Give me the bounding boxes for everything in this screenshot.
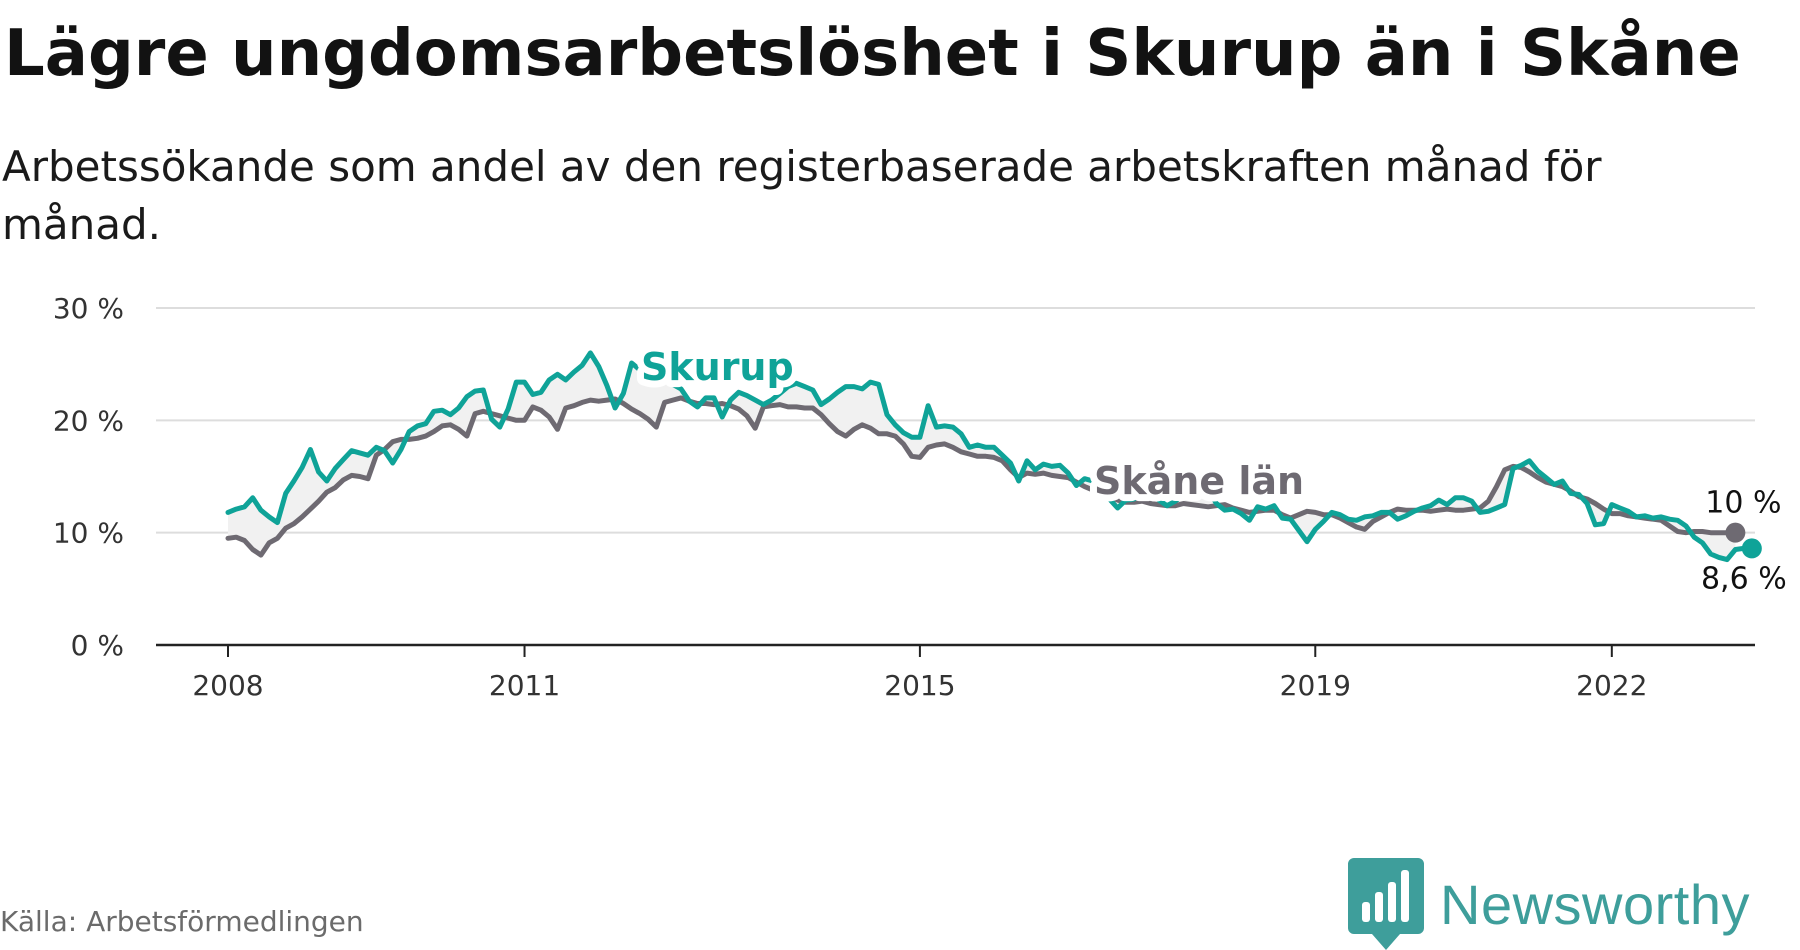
skane-end-label: 10 % bbox=[1705, 486, 1781, 521]
x-tick-label: 2008 bbox=[192, 669, 263, 702]
bar-chart-logo-icon bbox=[1348, 858, 1424, 950]
skurup-end-marker bbox=[1741, 538, 1762, 559]
skurup-series-label: Skurup bbox=[641, 345, 794, 389]
x-tick-label: 2011 bbox=[489, 669, 560, 702]
x-tick-label: 2015 bbox=[884, 669, 955, 702]
source-note: Källa: Arbetsförmedlingen bbox=[0, 905, 364, 938]
skane-series-label: Skåne län bbox=[1094, 459, 1304, 503]
skane-line bbox=[225, 395, 1738, 558]
axes: 0 % 10 % 20 % 30 % 2008 2011 2015 2019 2022 bbox=[53, 292, 1755, 702]
skane-end-marker bbox=[1725, 522, 1746, 543]
skurup-line bbox=[225, 350, 1755, 563]
y-tick-label: 30 % bbox=[53, 292, 124, 325]
series-lines bbox=[225, 350, 1762, 563]
skurup-series-label-halo: Skurup bbox=[641, 345, 794, 389]
chart-subtitle: Arbetssökande som andel av den registerb… bbox=[2, 142, 1602, 249]
y-tick-label: 0 % bbox=[71, 629, 124, 662]
gridlines bbox=[156, 307, 1755, 534]
x-tick-label: 2022 bbox=[1576, 669, 1647, 702]
chart-title: Lägre ungdomsarbetslöshet i Skurup än i … bbox=[4, 17, 1741, 91]
skurup-end-label: 8,6 % bbox=[1701, 561, 1787, 596]
newsworthy-logo: Newsworthy bbox=[1348, 858, 1750, 950]
y-tick-label: 10 % bbox=[53, 517, 124, 550]
logo-text: Newsworthy bbox=[1440, 872, 1750, 936]
y-tick-label: 20 % bbox=[53, 404, 124, 437]
x-tick-label: 2019 bbox=[1280, 669, 1351, 702]
skane-series-label-halo: Skåne län bbox=[1094, 459, 1304, 503]
